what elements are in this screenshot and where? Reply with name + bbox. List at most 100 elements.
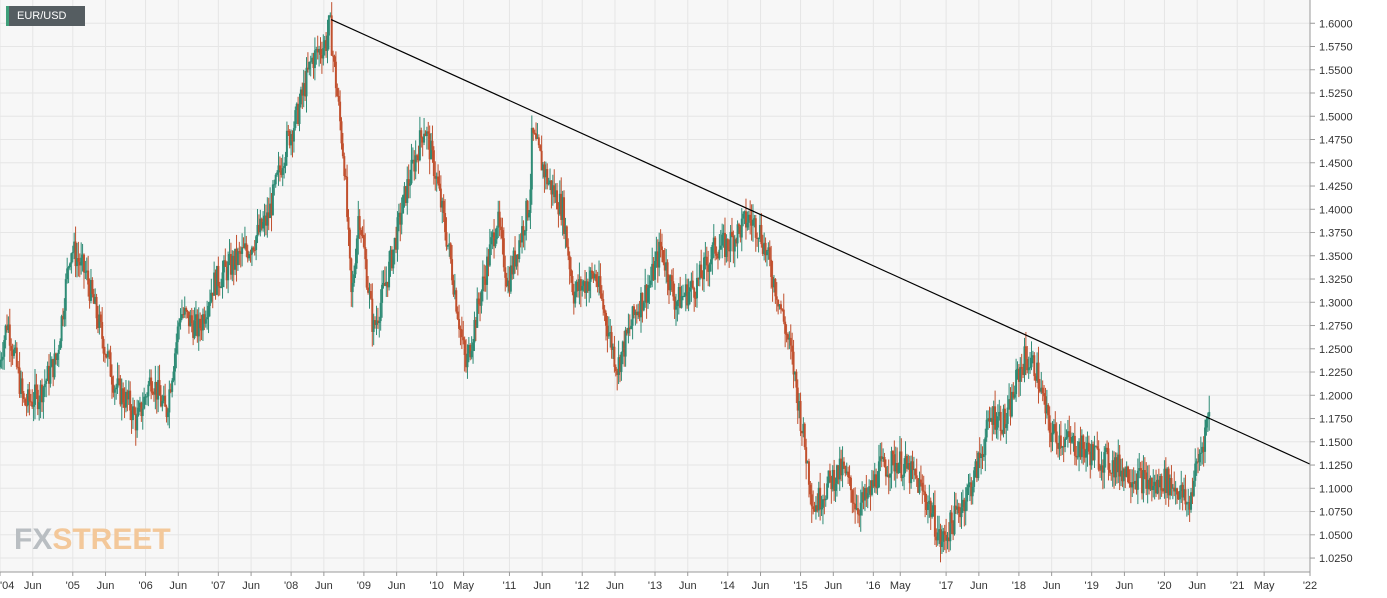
candle-body xyxy=(147,384,150,397)
candle-body xyxy=(112,384,115,393)
candle-body xyxy=(61,316,64,320)
candle-body xyxy=(528,212,531,218)
y-tick-label: 1.4000 xyxy=(1319,204,1353,216)
candle-body xyxy=(1065,437,1068,439)
candle-body xyxy=(393,237,396,250)
candle-body xyxy=(735,239,738,244)
candle-body xyxy=(1110,472,1113,474)
candle-body xyxy=(556,190,559,210)
candle-body xyxy=(385,281,388,286)
candle-body xyxy=(995,427,998,430)
candle-body xyxy=(357,216,360,239)
candle-body xyxy=(876,487,879,489)
candle-body xyxy=(1197,461,1200,463)
candle-body xyxy=(879,456,882,462)
candle-body xyxy=(1078,441,1081,457)
candle-body xyxy=(175,342,178,354)
candle-body xyxy=(988,418,991,422)
candle-body xyxy=(935,536,938,541)
candle-body xyxy=(1055,431,1058,444)
candle-body xyxy=(565,226,568,247)
candle-body xyxy=(60,316,63,342)
candle-body xyxy=(169,389,172,392)
candle-body xyxy=(518,240,521,260)
candle-body xyxy=(134,413,137,431)
candle-body xyxy=(803,423,806,448)
candle-body xyxy=(1075,455,1078,458)
candle-body xyxy=(1167,468,1170,496)
x-tick-label: Jun xyxy=(1188,580,1206,592)
candle-body xyxy=(554,190,557,198)
candle-body xyxy=(64,279,67,311)
candle-body xyxy=(203,314,206,324)
candle-body xyxy=(374,320,377,325)
candle-body xyxy=(1106,447,1109,449)
candle-body xyxy=(89,280,92,301)
candle-body xyxy=(213,272,216,296)
candle-body xyxy=(388,261,391,288)
candle-body xyxy=(5,325,8,331)
candle-body xyxy=(1069,436,1072,443)
candle-body xyxy=(250,247,253,255)
x-tick-label: Jun xyxy=(24,580,42,592)
candle-body xyxy=(715,253,718,256)
candle-body xyxy=(1205,419,1208,428)
y-tick-label: 1.2000 xyxy=(1319,390,1353,402)
candle-body xyxy=(626,329,629,334)
x-tick-label: '05 xyxy=(66,580,80,592)
candle-body xyxy=(199,318,202,329)
candle-body xyxy=(672,281,675,297)
x-tick-label: Jun xyxy=(679,580,697,592)
candle-body xyxy=(1169,478,1172,496)
candle-body xyxy=(407,179,410,186)
candle-body xyxy=(786,334,789,340)
candle-body xyxy=(795,371,798,388)
candle-body xyxy=(192,323,195,338)
candle-body xyxy=(427,131,430,134)
candle-body xyxy=(1134,480,1137,484)
candle-body xyxy=(701,277,704,280)
candle-body xyxy=(1048,415,1051,433)
y-tick-label: 1.2500 xyxy=(1319,344,1353,356)
candle-body xyxy=(151,391,154,394)
candle-body xyxy=(861,492,864,503)
candle-body xyxy=(24,398,27,406)
candle-body xyxy=(1155,481,1158,494)
candle-body xyxy=(129,390,132,411)
candle-body xyxy=(343,156,346,176)
candle-body xyxy=(753,218,756,220)
candle-body xyxy=(515,254,518,267)
candle-body xyxy=(1124,468,1127,477)
candle-body xyxy=(75,258,78,267)
candle-body xyxy=(939,529,942,547)
candle-body xyxy=(1080,435,1083,458)
candle-body xyxy=(411,159,414,161)
x-tick-label: '12 xyxy=(575,580,589,592)
candle-body xyxy=(778,304,781,307)
x-tick-label: Jun xyxy=(97,580,115,592)
candle-body xyxy=(1038,388,1041,392)
candle-body xyxy=(980,453,983,459)
candle-body xyxy=(774,278,777,297)
candle-body xyxy=(954,505,957,510)
candle-body xyxy=(287,130,290,132)
candle-body xyxy=(702,257,705,280)
candle-body xyxy=(514,250,517,267)
candle-body xyxy=(905,455,908,469)
candle-body xyxy=(33,384,36,405)
candle-body xyxy=(418,130,421,161)
candle-body xyxy=(605,312,608,326)
candle-body xyxy=(999,411,1002,431)
candle-body xyxy=(231,255,234,275)
candle-body xyxy=(494,239,497,247)
candle-body xyxy=(761,244,764,254)
candle-body xyxy=(1020,367,1023,369)
candle-body xyxy=(38,402,41,410)
candle-body xyxy=(7,324,10,331)
logo-fx: FX xyxy=(14,523,53,556)
candle-body xyxy=(155,381,158,400)
candle-body xyxy=(176,326,179,343)
candle-body xyxy=(757,237,760,239)
candle-body xyxy=(14,347,17,350)
